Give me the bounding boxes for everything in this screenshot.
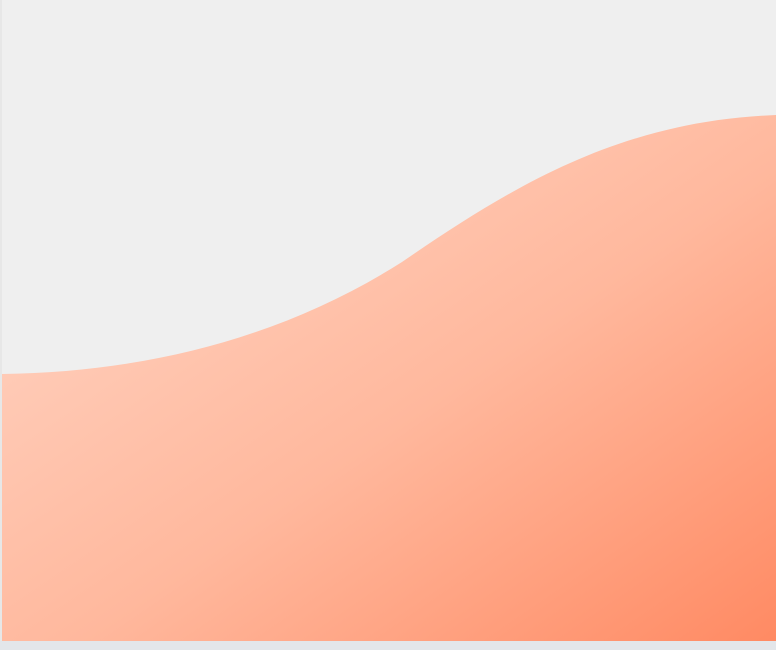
- wave-shape: [2, 115, 776, 641]
- left-edge-line: [0, 0, 2, 641]
